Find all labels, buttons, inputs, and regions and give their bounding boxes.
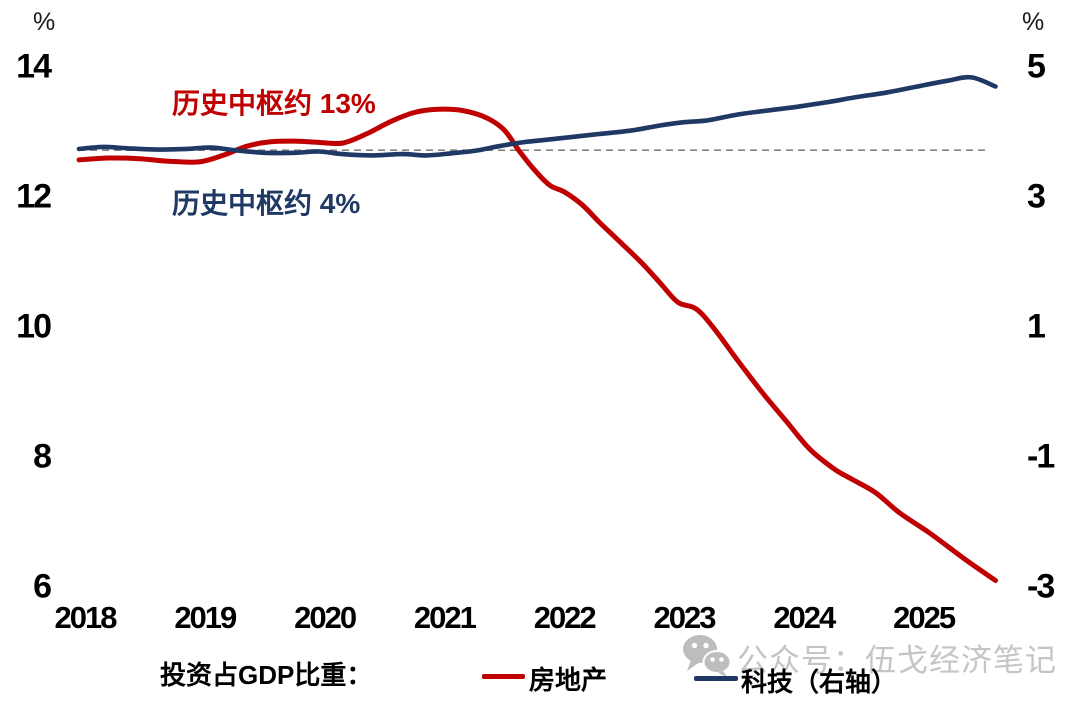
right-axis-tick-3: 3 — [1027, 177, 1046, 216]
left-axis-tick-14: 14 — [16, 47, 52, 86]
right-axis-tick--1: -1 — [1027, 437, 1055, 476]
watermark-text: 公众号：伍戈经济笔记 — [737, 643, 1057, 678]
x-axis-tick-2024: 2024 — [773, 600, 836, 635]
legend-swatch-real-estate — [482, 674, 525, 679]
x-axis-tick-2023: 2023 — [653, 600, 717, 635]
watermark: 公众号：伍戈经济笔记 — [681, 633, 1057, 680]
right-axis-tick-5: 5 — [1027, 47, 1046, 86]
annotation-real-estate-historical-center: 历史中枢约 13% — [172, 88, 376, 119]
wechat-icon — [683, 635, 732, 678]
x-axis-tick-2021: 2021 — [413, 600, 477, 635]
right-axis-tick--3: -3 — [1027, 567, 1055, 606]
left-axis-tick-10: 10 — [16, 307, 52, 346]
real-estate-line — [76, 106, 998, 583]
annotation-tech-historical-center: 历史中枢约 4% — [172, 188, 361, 219]
tech-line — [76, 74, 998, 158]
x-axis-tick-2018: 2018 — [54, 600, 118, 635]
legend-swatch-tech — [694, 676, 738, 681]
left-axis-tick-8: 8 — [33, 437, 52, 476]
right-axis-tick-1: 1 — [1027, 307, 1046, 346]
left-axis-unit-label: % — [33, 8, 56, 36]
right-axis-unit-label: % — [1022, 8, 1045, 36]
legend-label-real-estate: 房地产 — [529, 665, 608, 695]
legend-label-tech: 科技（右轴） — [741, 667, 898, 697]
x-axis-tick-2019: 2019 — [174, 600, 237, 635]
x-axis-tick-2020: 2020 — [294, 600, 357, 635]
left-axis-tick-6: 6 — [33, 567, 52, 606]
legend-title: 投资占GDP比重： — [160, 660, 373, 690]
x-axis-tick-2022: 2022 — [533, 600, 597, 635]
x-axis-tick-2025: 2025 — [893, 600, 956, 635]
left-axis-tick-12: 12 — [16, 177, 52, 216]
